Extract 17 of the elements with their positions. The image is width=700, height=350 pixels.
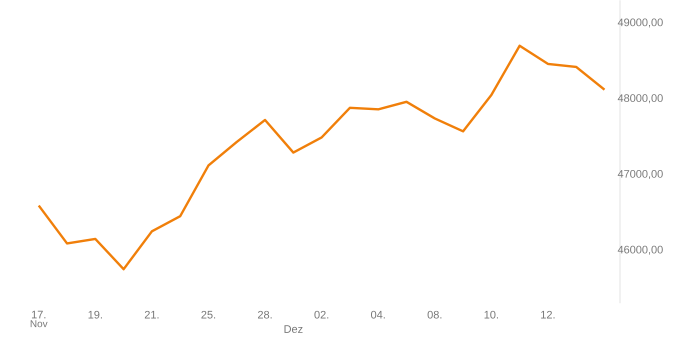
- x-tick-label: Dez: [284, 325, 303, 333]
- x-tick-label: 10.: [484, 310, 498, 318]
- x-tick-label: 28.: [258, 310, 272, 318]
- y-tick-label: 49000,00: [618, 18, 663, 28]
- x-tick-label: 19.: [88, 310, 102, 318]
- x-tick-label: 02.: [314, 310, 328, 318]
- x-tick-label: 04.: [371, 310, 385, 318]
- x-tick-label: 08.: [428, 310, 442, 318]
- y-tick-label: 46000,00: [618, 246, 663, 255]
- y-tick-label: 47000,00: [618, 170, 663, 179]
- text: Nov: [30, 320, 48, 328]
- x-tick-label: 17.: [32, 310, 46, 318]
- line-series: [38, 44, 606, 270]
- x-tick-label: 25.: [201, 310, 216, 318]
- y-tick-label: 48000,00: [618, 94, 663, 104]
- x-tick-label: 12.: [541, 310, 555, 318]
- x-tick-label: 21.: [144, 310, 159, 318]
